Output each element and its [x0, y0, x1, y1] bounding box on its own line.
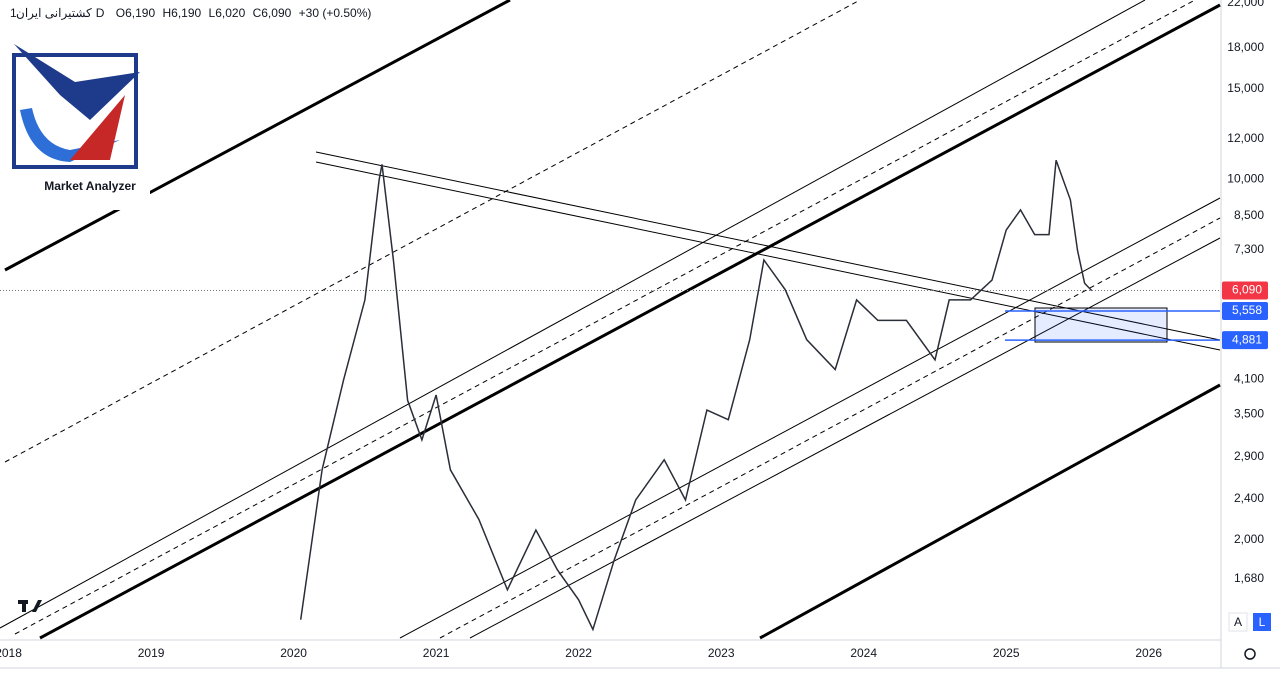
y-tick-label: 4,100 [1234, 371, 1264, 385]
x-tick-label: 2020 [280, 646, 307, 660]
trend-line [0, 0, 1146, 629]
trend-line [4, 0, 511, 272]
y-tick-label: 2,900 [1234, 449, 1264, 463]
price-tag [1222, 281, 1268, 300]
y-tick-label: 2,400 [1234, 491, 1264, 505]
header: کشتیرانی ایران 1D O6,190 H6,190 L6,020 C… [10, 6, 371, 20]
x-tick-label: 2026 [1135, 646, 1162, 660]
logo-frame [12, 53, 138, 169]
price-levels [0, 290, 1220, 341]
tv-logo-part [32, 600, 42, 612]
trend-line [469, 237, 1221, 639]
y-tick-label: 1,680 [1234, 571, 1264, 585]
button[interactable] [1228, 612, 1248, 632]
trend-line [399, 197, 1221, 639]
logo: Market Analyzer [0, 38, 150, 210]
trend-line [759, 383, 1221, 640]
x-tick-label: 2025 [993, 646, 1020, 660]
x-tick-label: 2019 [138, 646, 165, 660]
y-tick-label: 2,000 [1234, 532, 1264, 546]
plot [299, 159, 1093, 632]
x-tick-label: 2023 [708, 646, 735, 660]
trend-line [315, 151, 1221, 341]
settings-icon[interactable] [1244, 648, 1256, 660]
price-tag-label: 4,881 [1232, 332, 1262, 346]
x-tick-label: 2021 [423, 646, 450, 660]
trend-line [14, 0, 1196, 635]
x-tick-label: 2024 [850, 646, 877, 660]
logo-text: Market Analyzer [44, 179, 136, 193]
price-tag [1222, 302, 1268, 321]
price-tag [1222, 331, 1268, 350]
trend-line [439, 217, 1221, 639]
price-line-series [299, 159, 1093, 632]
x-tick-label: 2018 [0, 646, 22, 660]
button-label[interactable]: L [1259, 615, 1266, 629]
y-tick-label: 3,500 [1234, 407, 1264, 421]
y-tick-label: 12,000 [1227, 131, 1264, 145]
y-tick-label: 15,000 [1227, 81, 1264, 95]
change: +30 (+0.50%) [299, 6, 372, 20]
logo-red [70, 95, 125, 160]
scale-buttons: A L [1228, 612, 1271, 632]
ohlc: L6,020 [209, 6, 246, 20]
y-tick-label: 8,500 [1234, 208, 1264, 222]
y-tick-label: 18,000 [1227, 40, 1264, 54]
symbol: کشتیرانی ایران [16, 6, 92, 20]
tv-logo-part [22, 600, 26, 612]
trend-line [315, 161, 1221, 351]
button-label[interactable]: A [1234, 615, 1242, 629]
y-tick-label: 7,300 [1234, 242, 1264, 256]
button[interactable] [1253, 613, 1271, 631]
zone-box [1034, 307, 1168, 343]
price-tag-label: 5,558 [1232, 303, 1262, 317]
logo-wing [14, 44, 140, 120]
ohlc: C6,090 [253, 6, 292, 20]
y-tick-label: 22,000 [1227, 0, 1264, 9]
ohlc: H6,190 [163, 6, 202, 20]
price-tag-label: 6,090 [1232, 283, 1262, 297]
tv-logo [18, 600, 42, 612]
y-tick-label: 10,000 [1227, 172, 1264, 186]
ohlc: O6,190 [116, 6, 156, 20]
x-tick-label: 2022 [565, 646, 592, 660]
trend-line [39, 3, 1221, 640]
